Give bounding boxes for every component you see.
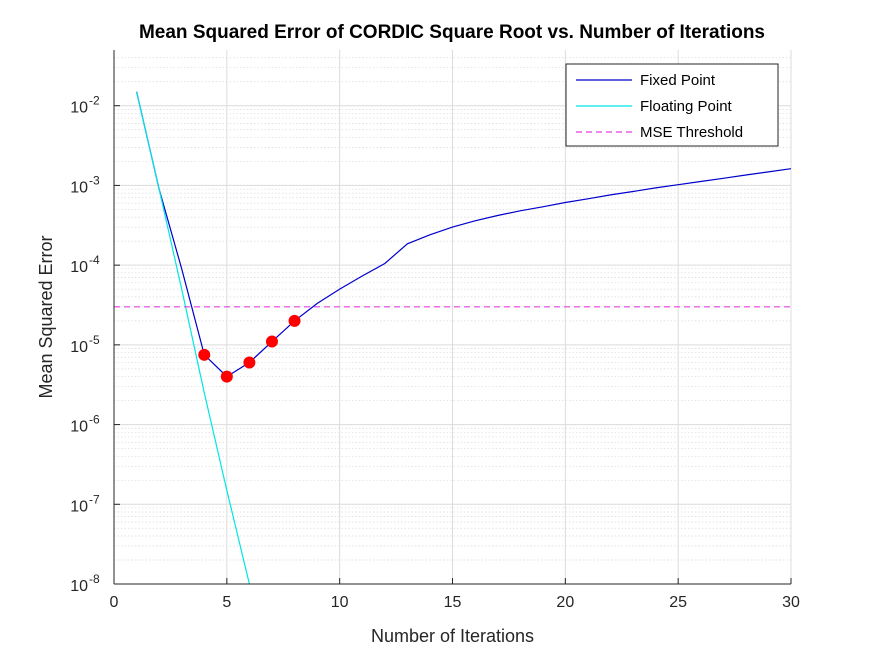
legend-label: Floating Point [640,98,733,115]
chart-title: Mean Squared Error of CORDIC Square Root… [139,22,765,43]
x-tick-label: 20 [556,594,574,611]
y-tick-exponent: -5 [89,333,100,347]
legend-label: MSE Threshold [640,124,743,141]
x-tick-label: 10 [331,594,349,611]
x-tick-label: 5 [222,594,231,611]
series-layer [114,91,791,584]
x-tick-label: 25 [669,594,687,611]
y-tick-exponent: -4 [89,253,100,267]
y-tick-label: 10 [70,419,88,436]
y-tick-exponent: -7 [89,492,100,506]
axes [113,50,792,585]
y-tick-label: 10 [70,100,88,117]
x-tick-label: 30 [782,594,800,611]
y-tick-label: 10 [70,259,88,276]
x-axis-label: Number of Iterations [371,626,534,646]
legend: Fixed Point Floating Point MSE Threshold [565,63,779,147]
highlight-point [198,348,211,361]
y-tick-label: 10 [70,498,88,515]
y-tick-label: 10 [70,179,88,196]
y-axis-label: Mean Squared Error [36,235,56,398]
y-tick-label: 10 [70,578,88,595]
y-tick-exponent: -8 [89,572,100,586]
x-tick-label: 0 [110,594,119,611]
legend-label: Fixed Point [640,72,716,89]
y-tick-label: 10 [70,339,88,356]
series-line-floating-point [136,91,250,584]
y-tick-exponent: -3 [89,173,100,187]
highlight-point [220,370,233,383]
highlight-point [243,356,256,369]
highlight-point [265,335,278,348]
x-tick-label: 15 [444,594,462,611]
y-tick-exponent: -6 [89,413,100,427]
y-tick-exponent: -2 [89,94,100,108]
highlight-point [288,314,301,327]
